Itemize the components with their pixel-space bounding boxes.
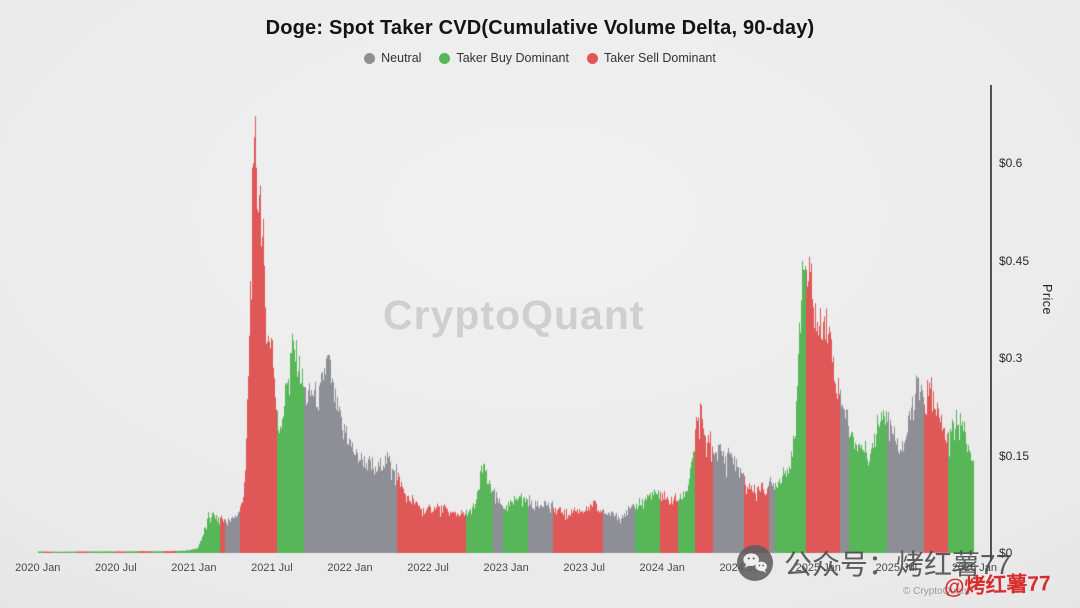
y-axis-line <box>990 85 992 561</box>
x-tick-label: 2023 Jan <box>483 562 529 574</box>
x-tick-label: 2023 Jul <box>563 562 605 574</box>
y-tick-label: $0 <box>999 546 1013 560</box>
red-handle-watermark: @烤红薯77 <box>943 572 1052 599</box>
y-tick-label: $0.3 <box>999 351 1023 365</box>
x-tick-label: 2020 Jan <box>15 562 61 574</box>
x-tick-label: 2020 Jul <box>95 562 137 574</box>
copyright-credit: © CryptoQuant <box>903 586 970 597</box>
y-axis-title: Price <box>1040 284 1054 315</box>
x-tick-label: 2022 Jul <box>407 562 449 574</box>
y-tick-label: $0.15 <box>999 448 1030 463</box>
x-tick-label: 2026 Jan <box>951 562 998 574</box>
x-tick-label: 2025 Jan <box>795 562 841 574</box>
x-tick-label: 2024 Jan <box>639 562 685 574</box>
x-tick-label: 2021 Jan <box>171 562 217 574</box>
y-tick-label: $0.6 <box>999 156 1023 170</box>
y-tick-label: $0.45 <box>999 253 1030 268</box>
wechat-icon <box>736 544 774 582</box>
x-tick-label: 2025 Jul <box>875 562 918 574</box>
wechat-watermark-text: 公众号：烤红薯77 <box>784 549 1012 580</box>
x-tick-label: 2022 Jan <box>327 562 373 574</box>
wechat-watermark: 公众号：烤红薯77 <box>736 543 1011 583</box>
x-tick-label: 2021 Jul <box>251 562 293 574</box>
